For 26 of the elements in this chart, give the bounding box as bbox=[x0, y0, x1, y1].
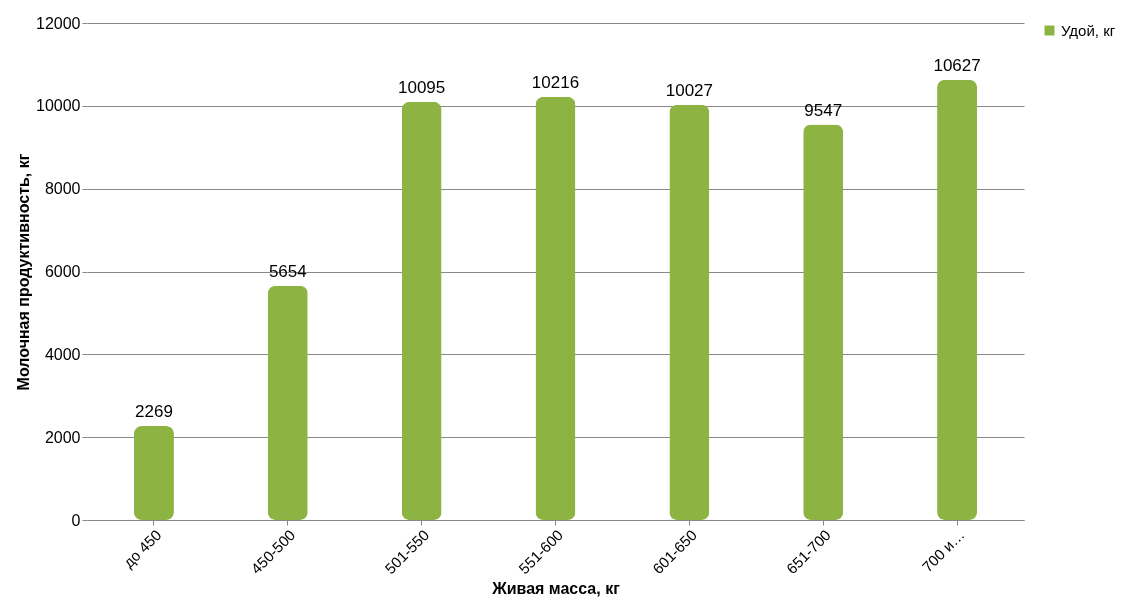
y-tick-label: 4000 bbox=[44, 345, 81, 363]
bar bbox=[133, 426, 174, 520]
y-tick-label: 2000 bbox=[44, 428, 81, 446]
bar bbox=[535, 96, 576, 520]
y-tick-label: 0 bbox=[71, 511, 81, 529]
x-tick-label: 700 и… bbox=[918, 526, 968, 576]
y-tick-label: 12000 bbox=[36, 14, 81, 32]
bar bbox=[937, 79, 978, 520]
x-tick-label: до 450 bbox=[119, 526, 165, 571]
data-label: 10627 bbox=[933, 55, 981, 75]
y-axis-title: Молочная продуктивность, кг bbox=[15, 153, 33, 391]
data-label: 2269 bbox=[135, 402, 173, 422]
y-tick-label: 10000 bbox=[36, 97, 81, 115]
data-label: 10216 bbox=[531, 72, 580, 92]
bar bbox=[669, 104, 710, 520]
bar bbox=[803, 124, 844, 520]
y-tick-label: 6000 bbox=[44, 263, 81, 280]
bar bbox=[267, 285, 308, 520]
data-label: 5654 bbox=[268, 261, 307, 281]
data-label: 10095 bbox=[398, 77, 446, 97]
y-tick-label: 8000 bbox=[44, 180, 81, 198]
bar bbox=[401, 101, 442, 520]
data-label: 10027 bbox=[665, 80, 713, 100]
data-label: 9547 bbox=[804, 100, 843, 120]
x-axis-title: Живая масса, кг bbox=[491, 580, 621, 598]
legend-label: Удой, кг bbox=[1061, 21, 1116, 39]
